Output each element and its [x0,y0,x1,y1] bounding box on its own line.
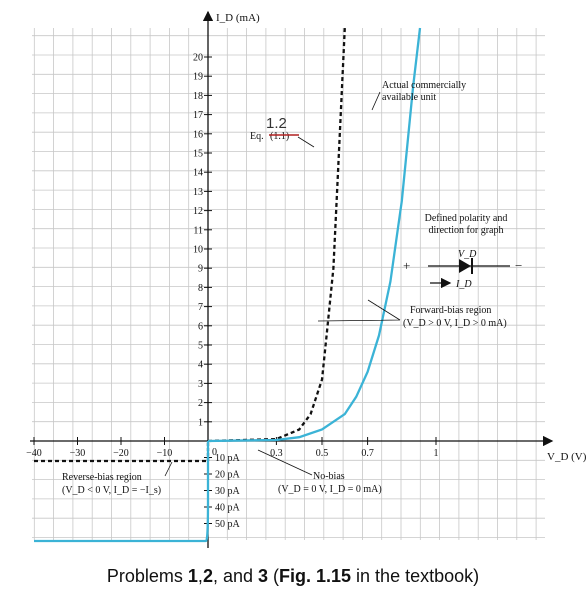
pa-tick-label: 30 pA [215,486,241,497]
reverse-region-label-line1: Reverse-bias region [62,472,142,483]
pa-tick-label: 20 pA [215,470,241,481]
x-tick-label: −10 [157,448,173,459]
y-tick-label: 5 [198,341,203,352]
caption-post: in the textbook) [351,566,480,586]
tick-labels: I_D (mA)V_D (V)1234567891011121314151617… [26,12,586,530]
grid [32,28,545,540]
minus-sign: − [515,258,522,273]
y-tick-label: 14 [193,168,203,179]
y-tick-label: 1 [198,417,203,428]
origin-label: 0 [212,447,217,458]
y-tick-label: 12 [193,206,203,217]
actual-unit-label-line2: available unit [382,92,436,103]
y-tick-label: 19 [193,72,203,83]
x-tick-label: −20 [113,448,129,459]
diode-characteristic-chart: I_D (mA)V_D (V)1234567891011121314151617… [26,10,586,548]
caption-mid: ( [268,566,280,586]
curves [34,27,422,543]
eq-forward-curve [207,27,346,443]
actual-unit-label-line1: Actual commercially [382,80,466,91]
no-bias-label-line1: No-bias [313,471,345,482]
y-tick-label: 2 [198,398,203,409]
eq-label: Eq. [250,131,264,142]
forward-region-label-line2: (V_D > 0 V, I_D > 0 mA) [403,318,507,329]
polarity-label-line2: direction for graph [429,225,504,236]
axes [30,10,554,548]
y-tick-label: 17 [193,110,203,121]
eq-ref-struck: (1.1) [270,131,289,142]
caption-fig: Fig. 1.15 [279,566,352,586]
x-tick-label: −30 [70,448,86,459]
pa-tick-label: 40 pA [215,503,241,514]
caption-p3: 3 [258,566,269,586]
no-bias-label-line2: (V_D = 0 V, I_D = 0 mA) [278,484,382,495]
polarity-label-line1: Defined polarity and [425,213,508,224]
y-tick-label: 8 [198,283,203,294]
x-tick-label: −40 [26,448,42,459]
pa-tick-label: 50 pA [215,519,241,530]
diode-triangle-icon [459,259,471,273]
forward-region-leader [317,299,401,322]
x-axis-label: V_D (V) [547,451,586,463]
y-tick-label: 15 [193,149,203,160]
caption-pre: Problems [106,566,188,586]
caption-sep1: , [197,566,203,586]
y-tick-label: 10 [193,245,203,256]
pa-tick-label: 10 pA [215,453,241,464]
y-tick-label: 13 [193,187,203,198]
reverse-region-leader [164,461,173,477]
x-tick-label: 0.3 [270,448,283,459]
actual-unit-leader [371,91,381,111]
y-axis-label: I_D (mA) [216,12,260,24]
y-tick-label: 3 [198,379,203,390]
y-tick-label: 18 [193,91,203,102]
caption-p1: 1 [187,566,198,586]
caption-sep2: , and [212,566,258,586]
y-tick-label: 20 [193,53,203,64]
y-tick-label: 11 [193,225,203,236]
diode-i-label: I_D [455,279,472,290]
y-tick-label: 9 [198,264,203,275]
caption-p2: 2 [202,566,213,586]
actual-forward-curve [207,27,422,443]
y-tick-label: 6 [198,321,203,332]
x-tick-label: 0.5 [316,448,329,459]
diode-v-label: V_D [458,249,477,260]
y-tick-label: 16 [193,129,203,140]
reverse-region-label-line2: (V_D < 0 V, I_D = −I_s) [62,485,161,496]
forward-region-label-line1: Forward-bias region [410,305,491,316]
x-tick-label: 1 [434,448,439,459]
eq-ref-handwritten: 1.2 [266,115,287,132]
no-bias-leader [257,449,313,476]
plus-sign: + [403,258,410,273]
actual-reverse-curve [34,441,210,543]
x-tick-label: 0.7 [361,448,374,459]
eq-leader [297,136,315,148]
y-tick-label: 7 [198,302,203,313]
y-tick-label: 4 [198,360,203,371]
figure-caption: Problems 1,2, and 3 (Fig. 1.15 in the te… [0,566,586,587]
